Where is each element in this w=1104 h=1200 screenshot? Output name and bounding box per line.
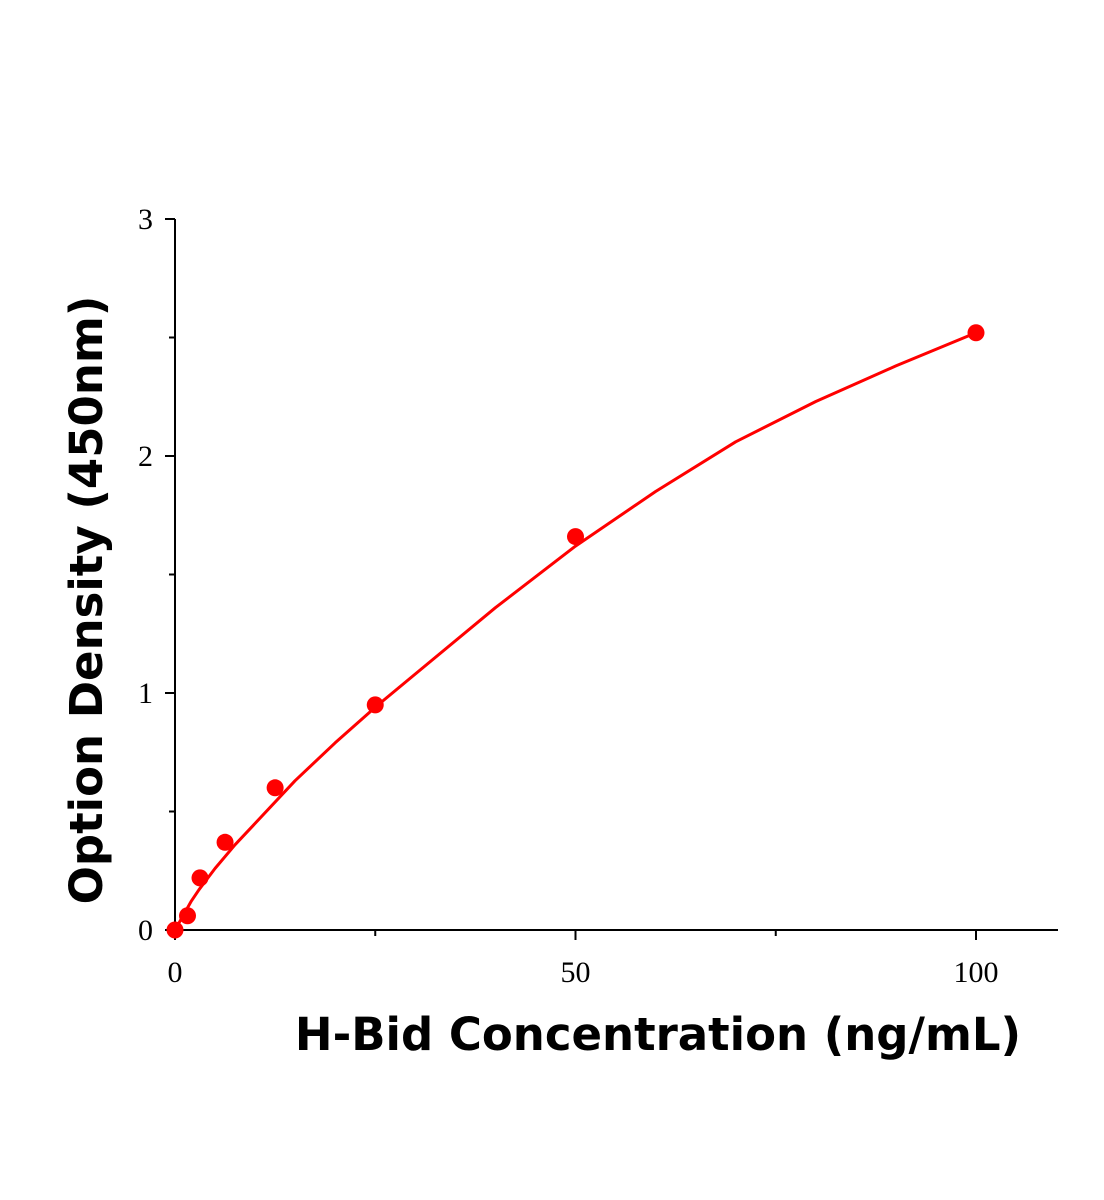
fit-curve — [173, 331, 977, 931]
data-point — [567, 528, 584, 546]
y-axis-ticks: 0 1 2 3 — [138, 203, 175, 947]
data-point — [178, 907, 196, 925]
series-layer — [166, 324, 985, 939]
data-point — [967, 324, 985, 342]
data-point — [216, 833, 234, 851]
x-axis-ticks: 0 50 100 — [168, 930, 999, 989]
data-point — [366, 696, 384, 714]
y-tick-label: 0 — [138, 914, 153, 947]
data-point — [166, 921, 184, 939]
y-tick-label: 3 — [138, 203, 153, 236]
x-axis-title: H-Bid Concentration (ng/mL) — [295, 1008, 1021, 1061]
data-point — [191, 869, 209, 887]
y-tick-label: 2 — [138, 440, 153, 473]
x-tick-label: 50 — [561, 956, 591, 989]
data-point — [266, 779, 284, 797]
y-axis-title: Option Density (450nm) — [60, 296, 113, 905]
y-tick-label: 1 — [138, 677, 153, 710]
x-tick-label: 100 — [954, 956, 999, 989]
plot-area: 0 50 100 0 1 2 3 — [138, 203, 1058, 989]
x-tick-label: 0 — [168, 956, 183, 989]
